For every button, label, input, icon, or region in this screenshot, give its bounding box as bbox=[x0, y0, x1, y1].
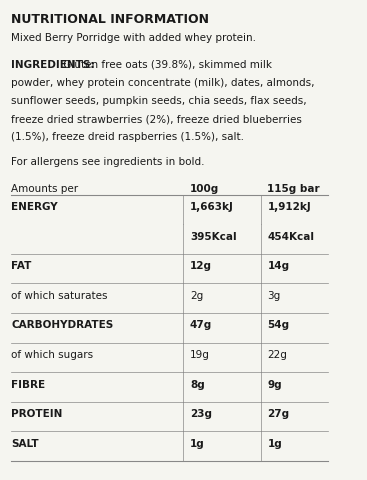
Text: For allergens see ingredients in bold.: For allergens see ingredients in bold. bbox=[11, 157, 205, 168]
Text: 19g: 19g bbox=[190, 350, 210, 360]
Text: Gluten free oats (39.8%), skimmed milk: Gluten free oats (39.8%), skimmed milk bbox=[60, 60, 272, 70]
Text: 12g: 12g bbox=[190, 261, 212, 271]
Text: powder, whey protein concentrate (milk), dates, almonds,: powder, whey protein concentrate (milk),… bbox=[11, 78, 315, 88]
Text: FAT: FAT bbox=[11, 261, 32, 271]
Text: INGREDIENTS:: INGREDIENTS: bbox=[11, 60, 95, 70]
Text: FIBRE: FIBRE bbox=[11, 380, 46, 390]
Text: 22g: 22g bbox=[267, 350, 287, 360]
Text: of which sugars: of which sugars bbox=[11, 350, 94, 360]
Text: 3g: 3g bbox=[267, 291, 280, 301]
Text: freeze dried strawberries (2%), freeze dried blueberries: freeze dried strawberries (2%), freeze d… bbox=[11, 114, 302, 124]
Text: 14g: 14g bbox=[267, 261, 290, 271]
Text: 115g bar: 115g bar bbox=[267, 184, 320, 194]
Text: 1,663kJ: 1,663kJ bbox=[190, 202, 234, 212]
Text: PROTEIN: PROTEIN bbox=[11, 409, 63, 419]
Text: 27g: 27g bbox=[267, 409, 290, 419]
Text: Amounts per: Amounts per bbox=[11, 184, 79, 194]
Text: 9g: 9g bbox=[267, 380, 282, 390]
Text: Mixed Berry Porridge with added whey protein.: Mixed Berry Porridge with added whey pro… bbox=[11, 34, 257, 43]
Text: 8g: 8g bbox=[190, 380, 205, 390]
Text: 1g: 1g bbox=[190, 439, 205, 449]
Text: 395Kcal: 395Kcal bbox=[190, 232, 236, 241]
Text: 1g: 1g bbox=[267, 439, 282, 449]
Text: ENERGY: ENERGY bbox=[11, 202, 58, 212]
Text: 54g: 54g bbox=[267, 321, 290, 330]
Text: 454Kcal: 454Kcal bbox=[267, 232, 314, 241]
Text: SALT: SALT bbox=[11, 439, 39, 449]
Text: 100g: 100g bbox=[190, 184, 219, 194]
Text: (1.5%), freeze dreid raspberries (1.5%), salt.: (1.5%), freeze dreid raspberries (1.5%),… bbox=[11, 132, 244, 142]
Text: CARBOHYDRATES: CARBOHYDRATES bbox=[11, 321, 114, 330]
Text: NUTRITIONAL INFORMATION: NUTRITIONAL INFORMATION bbox=[11, 13, 210, 26]
Text: 2g: 2g bbox=[190, 291, 203, 301]
Text: 23g: 23g bbox=[190, 409, 212, 419]
Text: 1,912kJ: 1,912kJ bbox=[267, 202, 311, 212]
Text: of which saturates: of which saturates bbox=[11, 291, 108, 301]
Text: sunflower seeds, pumpkin seeds, chia seeds, flax seeds,: sunflower seeds, pumpkin seeds, chia see… bbox=[11, 96, 307, 106]
Text: 47g: 47g bbox=[190, 321, 212, 330]
